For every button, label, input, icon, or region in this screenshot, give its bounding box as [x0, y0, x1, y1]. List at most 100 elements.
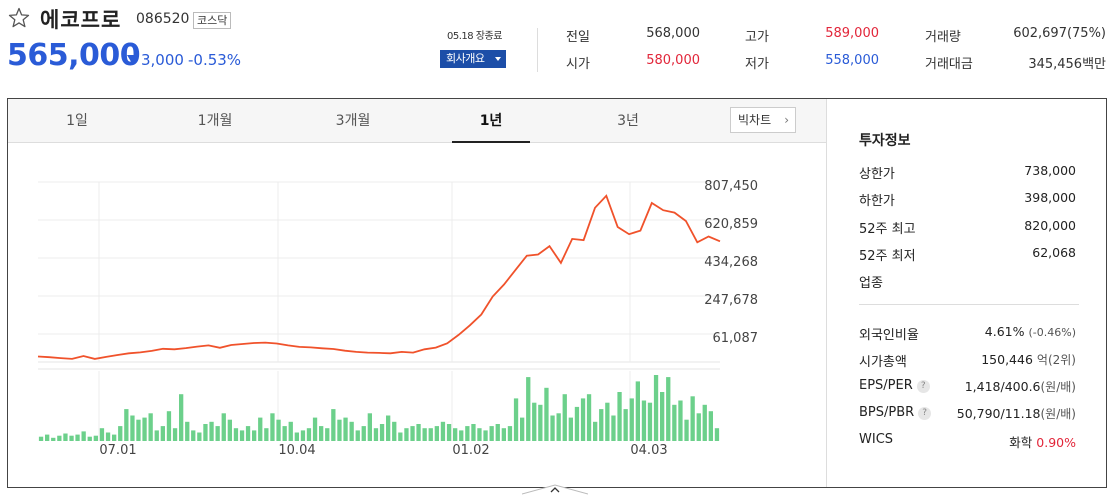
volume-bar: [45, 434, 50, 441]
volume-bar: [550, 415, 555, 441]
bps-pbr-text: BPS/PBR: [859, 405, 915, 420]
down-triangle-icon: [127, 55, 139, 65]
volume-bar: [690, 396, 695, 441]
period-tabs: 1일 1개월 3개월 1년 3년 빅차트 ›: [8, 99, 826, 143]
high-value: 589,000: [825, 26, 879, 41]
volume-bar: [258, 417, 263, 441]
tab-1d[interactable]: 1일: [66, 113, 88, 129]
bps-pbr-number: 50,790/11.18: [956, 406, 1041, 421]
divider: [537, 28, 538, 72]
volume-bar: [708, 411, 713, 441]
foreign-ratio-change: (-0.46%): [1028, 326, 1077, 339]
foreign-ratio-label: 외국인비율: [859, 328, 919, 343]
y-tick-label: 807,450: [704, 179, 758, 194]
volume-bar: [355, 430, 360, 441]
lower-limit-value: 398,000: [1024, 190, 1076, 205]
divider: [826, 99, 827, 487]
market-cap-unit: 억(2위): [1036, 353, 1076, 367]
volume-bar: [404, 428, 409, 441]
tab-1m[interactable]: 1개월: [197, 113, 233, 129]
company-overview-label: 회사개요: [446, 52, 485, 65]
volume-bar: [507, 426, 513, 441]
volume-bar: [191, 430, 196, 441]
volume-bar: [702, 404, 707, 441]
session-status: 05.18 장종료: [447, 31, 502, 42]
company-overview-button[interactable]: 회사개요: [440, 50, 506, 68]
big-chart-label: 빅차트: [738, 113, 772, 127]
volume-bar: [136, 419, 141, 441]
low-value: 558,000: [825, 53, 879, 68]
bps-pbr-label: BPS/PBR?: [859, 405, 932, 420]
tab-3y[interactable]: 3년: [617, 113, 639, 129]
volume-bar: [453, 428, 458, 441]
volume-bar: [574, 406, 580, 441]
eps-per-label: EPS/PER?: [859, 378, 930, 393]
lower-limit-label: 하한가: [859, 194, 895, 209]
eps-per-value: 1,418/400.6(원/배): [965, 378, 1076, 395]
upper-limit-value: 738,000: [1024, 163, 1076, 178]
volume-label: 거래량: [925, 30, 961, 45]
week52-low-value: 62,068: [1032, 245, 1076, 260]
volume-bar: [63, 433, 68, 441]
volume-bar: [337, 419, 342, 441]
help-icon[interactable]: ?: [916, 380, 930, 393]
volume-bar: [684, 419, 689, 441]
volume-bar: [532, 402, 537, 441]
open-value: 580,000: [646, 53, 700, 68]
chevron-right-icon: ›: [784, 113, 789, 127]
change-amount: 3,000: [141, 51, 184, 69]
volume-bar: [87, 436, 92, 441]
volume-bar: [526, 377, 531, 441]
volume-bar: [343, 417, 348, 441]
tab-3m[interactable]: 3개월: [335, 113, 371, 129]
active-tab-indicator: [452, 141, 530, 143]
volume-bar: [440, 421, 446, 441]
caret-down-icon: [495, 57, 501, 61]
volume-value: 602,697(75%): [1013, 26, 1106, 41]
eps-per-text: EPS/PER: [859, 378, 913, 393]
volume-bar: [264, 428, 269, 441]
volume-bar: [410, 426, 415, 441]
volume-bar: [611, 415, 616, 441]
volume-bar: [544, 387, 549, 441]
volume-bar: [367, 413, 372, 441]
volume-bar: [252, 430, 257, 441]
volume-bar: [118, 426, 123, 441]
volume-bar: [172, 428, 178, 441]
wics-sector: 화학: [1009, 435, 1033, 450]
volume-bar: [179, 394, 184, 441]
volume-bar: [349, 421, 354, 441]
volume-bar: [556, 413, 561, 441]
tab-1y[interactable]: 1년: [479, 113, 503, 129]
volume-bar: [209, 421, 214, 441]
y-tick-label: 620,859: [704, 217, 758, 232]
volume-bar: [568, 417, 573, 441]
volume-bar: [239, 430, 245, 441]
volume-bar: [471, 424, 476, 441]
week52-high-label: 52주 최고: [859, 222, 916, 237]
help-icon[interactable]: ?: [918, 407, 932, 420]
price-chart: [37, 181, 721, 441]
volume-bar: [520, 417, 525, 441]
collapse-handle-icon[interactable]: [522, 484, 588, 495]
volume-bar: [185, 421, 190, 441]
x-tick-label: 04.03: [630, 443, 668, 458]
volume-bar: [75, 434, 80, 441]
volume-bar: [446, 424, 452, 441]
volume-bar: [124, 409, 129, 441]
volume-bar: [361, 426, 366, 441]
volume-bar: [215, 426, 220, 441]
volume-bar: [617, 392, 622, 441]
volume-bar: [672, 404, 677, 441]
market-badge: 코스닥: [193, 12, 232, 29]
wics-change: 0.90%: [1036, 435, 1076, 450]
big-chart-button[interactable]: 빅차트 ›: [730, 107, 796, 133]
volume-bar: [477, 428, 482, 441]
volume-bar: [459, 430, 464, 441]
star-outline-icon[interactable]: [7, 6, 31, 30]
volume-bar: [434, 426, 439, 441]
volume-bar: [312, 417, 318, 441]
wics-value: 화학 0.90%: [1009, 432, 1076, 451]
volume-bar: [112, 434, 117, 441]
volume-bar: [288, 421, 293, 441]
